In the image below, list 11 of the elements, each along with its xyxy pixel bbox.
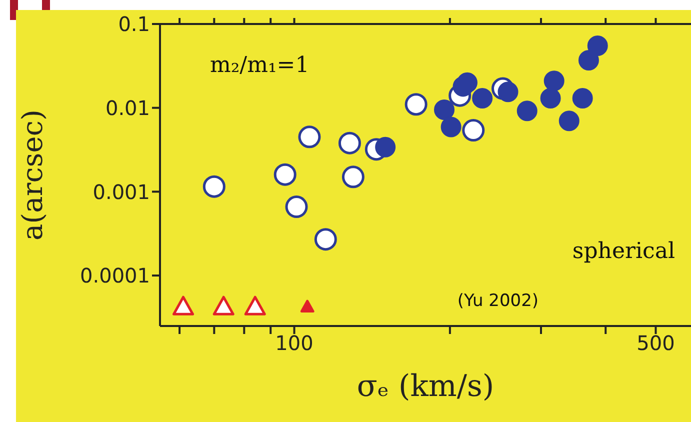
y-tick-label: 0.1 bbox=[118, 12, 150, 36]
y-axis-title: a(arcsec) bbox=[16, 110, 49, 240]
x-tick-label: 100 bbox=[275, 331, 314, 356]
y-tick-label: 0.0001 bbox=[80, 264, 150, 288]
annotation: (Yu 2002) bbox=[457, 291, 539, 311]
annotation: spherical bbox=[572, 239, 675, 264]
y-tick-label: 0.01 bbox=[105, 96, 150, 120]
x-axis-title: σₑ (km/s) bbox=[356, 369, 494, 404]
annotation: m₂/m₁=1 bbox=[210, 53, 310, 78]
x-tick-label: 500 bbox=[636, 331, 675, 356]
y-tick-label: 0.001 bbox=[92, 180, 150, 204]
